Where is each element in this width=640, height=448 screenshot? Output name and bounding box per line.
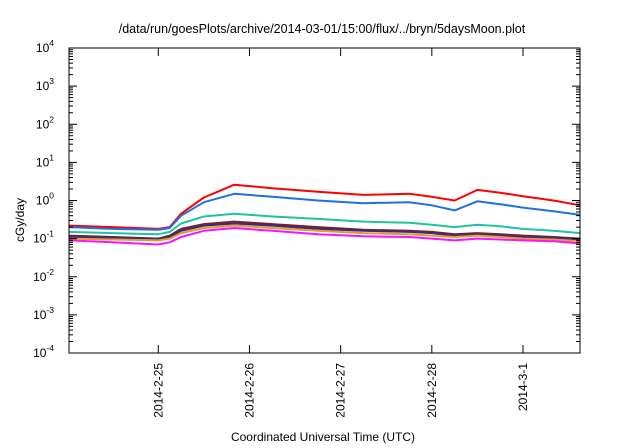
y-tick-label: 10-1: [33, 229, 54, 246]
y-axis-label: cGy/day: [13, 198, 27, 242]
y-tick-base: 10: [33, 346, 47, 360]
series-layer: [68, 183, 581, 246]
y-tick-label: 102: [36, 114, 54, 131]
y-tick-exponent: -2: [46, 267, 54, 277]
y-tick-base: 10: [36, 117, 50, 131]
y-tick-exponent: 3: [49, 76, 54, 86]
y-tick-exponent: 0: [49, 191, 54, 201]
x-tick-label: 2014-2-27: [334, 363, 348, 418]
y-tick-label: 100: [36, 191, 54, 208]
y-tick-label: 10-2: [33, 267, 54, 284]
x-axis: 2014-2-25 2014-2-26 2014-2-27 2014-2-28 2014…: [151, 48, 530, 418]
chart-title: /data/run/goesPlots/archive/2014-03-01/1…: [119, 22, 526, 36]
series-line-4: [68, 220, 581, 240]
x-tick-label: 2014-3-1: [516, 363, 530, 411]
y-tick-exponent: 2: [49, 114, 54, 124]
y-tick-label: 101: [36, 152, 54, 169]
y-tick-label: 10-3: [33, 305, 54, 322]
x-tick-label: 2014-2-26: [242, 363, 256, 418]
y-tick-base: 10: [33, 232, 47, 246]
y-tick-label: 104: [36, 38, 54, 55]
series-line-5: [68, 222, 581, 241]
series-line-3: [68, 212, 581, 236]
series-line-1: [68, 183, 581, 230]
x-tick-label: 2014-2-28: [425, 363, 439, 418]
series-line-7: [68, 227, 581, 246]
y-tick-label: 10-4: [33, 343, 54, 360]
y-tick-exponent: -4: [46, 343, 54, 353]
x-tick-label: 2014-2-25: [151, 363, 165, 418]
y-tick-base: 10: [33, 308, 47, 322]
y-tick-base: 10: [36, 41, 50, 55]
y-tick-exponent: 1: [49, 152, 54, 162]
y-tick-base: 10: [36, 194, 50, 208]
x-axis-label: Coordinated Universal Time (UTC): [231, 430, 415, 444]
series-line-6: [68, 224, 581, 243]
y-tick-base: 10: [36, 155, 50, 169]
y-tick-exponent: -1: [46, 229, 54, 239]
series-line-2: [68, 192, 581, 231]
y-tick-label: 103: [36, 76, 54, 93]
y-tick-base: 10: [36, 79, 50, 93]
y-tick-base: 10: [33, 270, 47, 284]
y-tick-exponent: 4: [49, 38, 54, 48]
y-tick-exponent: -3: [46, 305, 54, 315]
